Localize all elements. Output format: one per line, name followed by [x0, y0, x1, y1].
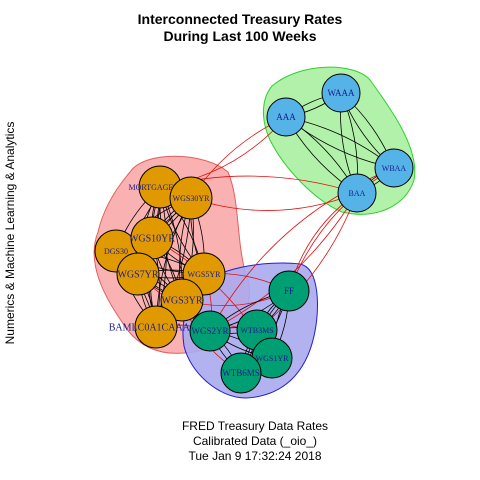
node-label-wgs7yr: WGS7YR — [117, 270, 158, 281]
caption: FRED Treasury Data Rates Calibrated Data… — [0, 419, 480, 464]
node-baa: BAA — [337, 173, 377, 213]
node-wtb6ms: WTB6MS — [220, 352, 262, 394]
title-line-2: During Last 100 Weeks — [163, 28, 317, 44]
node-circle-aaa — [266, 97, 306, 137]
node-label-wgs5yr: WGS5YR — [188, 270, 222, 279]
node-ff: FF — [268, 270, 310, 312]
node-circle-wtb6ms — [220, 352, 262, 394]
node-wgs7yr: WGS7YR — [116, 252, 160, 296]
node-waaa: WAAA — [321, 73, 361, 113]
node-label-wtb3ms: WTB3MS — [240, 326, 273, 335]
node-label-wgs1yr: WGS1YR — [256, 354, 290, 363]
node-wgs30yr: WGS30YR — [169, 176, 213, 220]
edge-baa-wtb3ms — [256, 192, 358, 331]
node-circle-wbaa — [374, 148, 414, 188]
node-label-wgs3yr: WGS3YR — [161, 296, 202, 307]
caption-line-3: Tue Jan 9 17:32:24 2018 — [188, 449, 322, 463]
node-circle-bamlc0a1caaaey — [134, 305, 178, 349]
node-label-baa: BAA — [349, 189, 366, 198]
node-circle-wgs2yr — [189, 310, 231, 352]
node-wbaa: WBAA — [374, 148, 414, 188]
node-circle-wgs7yr — [116, 252, 160, 296]
node-label-waaa: WAAA — [328, 88, 355, 98]
node-label-aaa: AAA — [276, 112, 296, 122]
node-label-wtb6ms: WTB6MS — [222, 368, 260, 378]
node-label-wgs30yr: WGS30YR — [173, 194, 211, 203]
title-line-1: Interconnected Treasury Rates — [137, 11, 343, 27]
node-label-dgs30: DGS30 — [104, 247, 128, 256]
caption-line-1: FRED Treasury Data Rates — [181, 419, 329, 433]
node-circle-wgs30yr — [169, 176, 213, 220]
node-circle-waaa — [321, 73, 361, 113]
caption-line-2: Calibrated Data (_oio_) — [192, 434, 318, 448]
node-wgs3yr: WGS3YR — [160, 278, 204, 322]
node-bamlc0a1caaaey: BAMLC0A1CAAAEY — [109, 305, 203, 349]
node-label-bamlc0a1caaaey: BAMLC0A1CAAAEY — [109, 323, 203, 334]
figure-title: Interconnected Treasury Rates During Las… — [0, 11, 480, 45]
node-aaa: AAA — [266, 97, 306, 137]
node-label-wbaa: WBAA — [382, 164, 407, 173]
node-label-ff: FF — [284, 286, 294, 296]
node-circle-baa — [337, 173, 377, 213]
node-label-mortgage30us: MORTGAGE30US — [128, 183, 191, 192]
node-label-wgs2yr: WGS2YR — [191, 326, 228, 336]
node-label-wgs10yr: WGS10YR — [129, 234, 175, 245]
node-circle-wgs3yr — [160, 278, 204, 322]
node-circle-ff — [268, 270, 310, 312]
node-wgs2yr: WGS2YR — [189, 310, 231, 352]
